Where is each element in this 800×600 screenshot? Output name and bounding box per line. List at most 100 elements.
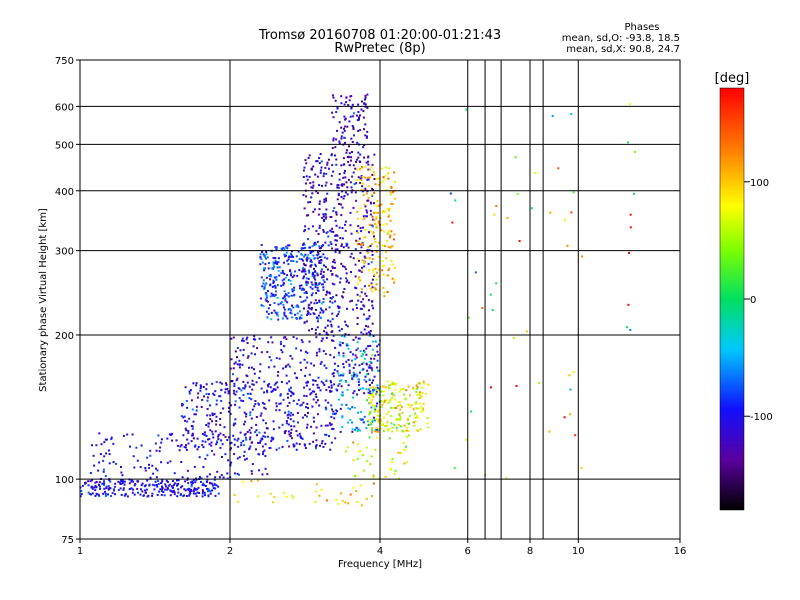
data-point — [377, 389, 380, 392]
data-point — [377, 414, 380, 417]
data-point — [304, 264, 307, 267]
data-point — [241, 337, 244, 340]
data-point — [245, 415, 248, 418]
data-point — [354, 428, 357, 431]
data-point — [282, 271, 285, 274]
data-point — [144, 467, 147, 469]
data-point — [372, 171, 375, 174]
data-point — [129, 445, 131, 448]
data-point — [287, 256, 290, 259]
data-point — [190, 440, 193, 443]
data-point — [192, 492, 195, 495]
data-point — [296, 377, 298, 380]
data-point — [214, 476, 217, 479]
data-point — [121, 482, 124, 485]
data-point — [336, 184, 339, 187]
data-point — [251, 388, 254, 391]
data-point — [310, 186, 313, 189]
data-point — [90, 486, 93, 489]
data-point — [259, 263, 262, 266]
data-point — [419, 393, 421, 396]
data-point — [278, 357, 281, 360]
data-point — [270, 267, 273, 270]
data-point — [357, 428, 360, 431]
data-point — [338, 121, 341, 124]
data-point — [355, 199, 358, 202]
y-tick-label: 100 — [55, 475, 74, 486]
data-point — [253, 372, 256, 375]
data-point — [362, 188, 365, 191]
data-point — [114, 482, 117, 485]
data-point — [281, 279, 284, 282]
data-point — [340, 262, 343, 265]
data-point — [322, 175, 325, 178]
data-point — [303, 443, 306, 446]
data-point — [396, 404, 399, 407]
data-point — [416, 386, 419, 388]
data-point — [352, 164, 355, 167]
data-point — [359, 429, 362, 432]
data-point — [360, 291, 363, 294]
data-point — [339, 374, 342, 377]
data-point — [318, 256, 321, 259]
data-point — [311, 283, 314, 286]
data-point — [194, 492, 197, 495]
data-point — [285, 382, 288, 385]
data-point — [353, 406, 356, 409]
data-point — [195, 382, 198, 385]
data-point — [570, 113, 573, 115]
data-point — [385, 399, 388, 402]
data-point — [369, 402, 372, 405]
data-point — [312, 271, 315, 274]
data-point — [372, 388, 374, 391]
data-point — [193, 445, 196, 448]
data-point — [332, 410, 335, 413]
data-point — [367, 325, 370, 328]
data-point — [367, 163, 370, 166]
data-point — [343, 172, 346, 175]
data-point — [322, 230, 325, 233]
data-point — [374, 448, 377, 451]
data-point — [389, 383, 392, 386]
data-point — [264, 263, 267, 266]
data-point — [350, 156, 353, 159]
data-point — [195, 409, 198, 412]
data-point — [305, 406, 308, 409]
data-point — [132, 488, 135, 491]
data-point — [381, 400, 384, 403]
data-point — [146, 495, 149, 498]
data-point — [370, 230, 372, 233]
data-point — [104, 475, 107, 478]
data-point — [377, 204, 380, 207]
data-point — [361, 190, 364, 193]
data-point — [204, 484, 207, 487]
data-point — [563, 416, 566, 419]
data-point — [276, 313, 279, 316]
data-point — [320, 339, 323, 342]
data-point — [211, 430, 214, 433]
data-point — [349, 224, 352, 227]
data-point — [195, 384, 198, 387]
data-point — [262, 450, 265, 453]
data-point — [291, 357, 294, 360]
data-point — [365, 380, 368, 383]
data-point — [414, 416, 417, 419]
chart-title: Tromsø 20160708 01:20:00-01:21:43 — [258, 28, 501, 43]
data-point — [321, 337, 324, 340]
data-point — [300, 270, 303, 273]
data-point — [196, 437, 199, 440]
data-point — [422, 407, 425, 410]
data-point — [120, 466, 122, 468]
data-point — [180, 415, 183, 418]
data-point — [313, 244, 316, 246]
data-point — [330, 243, 333, 245]
data-point — [269, 492, 272, 495]
data-point — [310, 196, 313, 199]
data-point — [329, 300, 332, 303]
data-point — [391, 430, 394, 433]
data-point — [320, 488, 323, 491]
data-point — [299, 295, 302, 298]
data-point — [347, 246, 350, 249]
data-point — [317, 314, 320, 317]
data-point — [270, 292, 273, 295]
